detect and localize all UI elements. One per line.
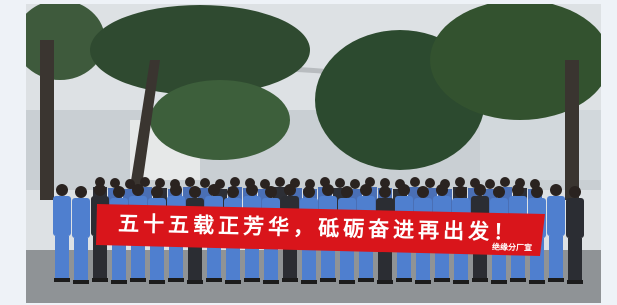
legs: [549, 236, 563, 280]
head: [360, 184, 372, 196]
head: [94, 184, 106, 196]
shoes: [491, 280, 507, 284]
head: [265, 186, 277, 198]
head: [474, 184, 486, 196]
tree-trunk: [40, 40, 54, 200]
tree-canopy: [15, 0, 105, 80]
tree-canopy: [150, 80, 290, 160]
body: [53, 196, 71, 236]
head: [455, 177, 465, 187]
shoes: [377, 280, 393, 284]
banner-signature: 绝缘分厂宣: [492, 242, 532, 253]
shoes: [453, 280, 469, 284]
head: [531, 186, 543, 198]
head: [550, 184, 562, 196]
shoes: [320, 278, 336, 282]
photo-content: 五十五载正芳华，砥砺奋进再出发！ 绝缘分厂宣: [15, 0, 610, 303]
shoes: [301, 280, 317, 284]
head: [493, 186, 505, 198]
head: [230, 177, 240, 187]
head: [56, 184, 68, 196]
head: [113, 186, 125, 198]
shoes: [206, 278, 222, 282]
head: [151, 186, 163, 198]
shoes: [415, 280, 431, 284]
shoes: [168, 278, 184, 282]
legs: [568, 238, 582, 282]
head: [189, 186, 201, 198]
legs: [74, 238, 88, 282]
tree-canopy: [90, 5, 310, 95]
tree-trunk: [565, 60, 579, 200]
shoes: [472, 278, 488, 282]
shoes: [396, 278, 412, 282]
head: [425, 178, 435, 188]
head: [227, 186, 239, 198]
head: [485, 179, 495, 189]
shoes: [358, 278, 374, 282]
head: [246, 184, 258, 196]
shoes: [111, 280, 127, 284]
head: [275, 177, 285, 187]
building: [480, 110, 601, 180]
head: [200, 178, 210, 188]
head: [398, 184, 410, 196]
legs: [55, 236, 69, 280]
shoes: [225, 280, 241, 284]
head: [132, 184, 144, 196]
head: [303, 186, 315, 198]
head: [410, 177, 420, 187]
shoes: [187, 280, 203, 284]
head: [569, 186, 581, 198]
head: [500, 177, 510, 187]
head: [417, 186, 429, 198]
shoes: [282, 278, 298, 282]
head: [379, 186, 391, 198]
head: [350, 179, 360, 189]
tree-canopy: [430, 0, 610, 120]
head: [341, 186, 353, 198]
head: [170, 184, 182, 196]
head: [512, 184, 524, 196]
shoes: [54, 278, 70, 282]
head: [185, 177, 195, 187]
photo: 五十五载正芳华，砥砺奋进再出发！ 绝缘分厂宣: [0, 0, 617, 305]
shoes: [434, 278, 450, 282]
shoes: [548, 278, 564, 282]
head: [455, 186, 467, 198]
shoes: [92, 278, 108, 282]
shoes: [73, 280, 89, 284]
shoes: [149, 280, 165, 284]
shoes: [529, 280, 545, 284]
shoes: [244, 278, 260, 282]
body: [72, 198, 90, 238]
shoes: [130, 278, 146, 282]
head: [436, 184, 448, 196]
body: [566, 198, 584, 238]
head: [322, 184, 334, 196]
shoes: [567, 280, 583, 284]
shoes: [339, 280, 355, 284]
page: 五十五载正芳华，砥砺奋进再出发！ 绝缘分厂宣 (() => { const da…: [0, 0, 617, 305]
shoes: [510, 278, 526, 282]
body: [547, 196, 565, 236]
head: [335, 178, 345, 188]
shoes: [263, 280, 279, 284]
head: [75, 186, 87, 198]
head: [284, 184, 296, 196]
head: [208, 184, 220, 196]
